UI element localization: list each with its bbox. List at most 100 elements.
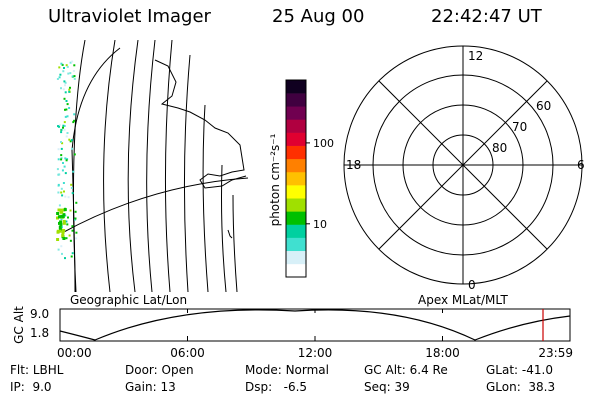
aurora-pixel: [56, 230, 60, 234]
info-glat-value: -41.0: [521, 363, 553, 377]
altitude-xtick-label: 18:00: [425, 346, 460, 360]
aurora-pixel: [58, 124, 61, 127]
aurora-pixel: [63, 190, 65, 193]
info-mode: Mode: Normal: [245, 363, 329, 377]
altitude-timeline: GC Alt 9.0 1.8 00:00 06:00 12:00 18:00 23:59: [12, 306, 573, 360]
mlat-label-60: 60: [536, 99, 551, 113]
aurora-pixel: [60, 158, 63, 161]
aurora-pixel: [66, 223, 69, 226]
instrument-title: Ultraviolet Imager: [48, 6, 211, 27]
aurora-pixel: [64, 91, 67, 94]
aurora-pixel: [56, 78, 59, 80]
altitude-xtick-label: 12:00: [298, 346, 333, 360]
info-gc-alt: GC Alt: 6.4 Re: [364, 363, 448, 377]
aurora-pixel: [64, 115, 67, 118]
aurora-pixel: [61, 63, 64, 66]
aurora-pixel: [70, 139, 73, 142]
altitude-xtick-label: 23:59: [538, 346, 573, 360]
aurora-pixel: [65, 135, 68, 138]
info-glat-label: GLat:: [486, 363, 519, 377]
aurora-pixel: [69, 140, 72, 143]
aurora-pixel: [66, 103, 69, 106]
aurora-pixel: [68, 88, 71, 91]
aurora-pixel: [64, 195, 67, 198]
info-flt-value: LBHL: [32, 363, 64, 377]
aurora-pixel: [66, 115, 69, 118]
info-ip-label: IP:: [10, 380, 25, 394]
aurora-pixel: [62, 237, 66, 240]
aurora-pixel: [57, 248, 60, 251]
aurora-pixel: [60, 208, 63, 211]
aurora-pixel: [65, 237, 68, 240]
aurora-pixel: [60, 87, 62, 90]
aurora-pixel: [60, 62, 63, 65]
aurora-pixel: [65, 100, 68, 102]
observation-time: 22:42:47 UT: [431, 6, 542, 27]
info-glon-label: GLon:: [486, 380, 521, 394]
colorbar-cell: [286, 211, 306, 225]
aurora-pixel: [57, 183, 60, 186]
aurora-pixel: [61, 231, 65, 235]
aurora-pixel: [63, 128, 66, 131]
aurora-pixel: [57, 148, 60, 151]
aurora-pixel: [69, 61, 72, 64]
aurora-pixel: [57, 208, 61, 212]
aurora-pixel: [57, 191, 60, 194]
aurora-pixel: [67, 72, 70, 75]
aurora-pixel: [64, 157, 67, 160]
aurora-pixel: [70, 183, 73, 186]
colorbar-cell: [286, 145, 306, 160]
aurora-pixel: [61, 142, 64, 145]
colorbar-cell: [286, 106, 306, 120]
aurora-pixel: [71, 229, 74, 232]
aurora-pixel: [57, 215, 61, 219]
aurora-pixels: [56, 60, 78, 260]
aurora-pixel: [60, 218, 63, 221]
info-gc-alt-value: 6.4 Re: [409, 363, 448, 377]
aurora-pixel: [69, 209, 72, 212]
aurora-pixel: [72, 170, 75, 173]
info-dsp: Dsp: -6.5: [245, 380, 307, 394]
aurora-pixel: [60, 141, 62, 143]
aurora-pixel: [69, 86, 71, 89]
info-door-value: Open: [161, 363, 194, 377]
geo-caption: Geographic Lat/Lon: [70, 293, 188, 307]
aurora-pixel: [63, 80, 66, 83]
aurora-pixel: [73, 119, 76, 122]
colorbar-cell: [286, 198, 306, 212]
aurora-pixel: [58, 66, 61, 69]
aurora-pixel: [56, 212, 60, 215]
aurora-pixel: [60, 191, 63, 194]
aurora-pixel: [67, 216, 69, 219]
aurora-pixel: [62, 221, 66, 225]
aurora-pixel: [62, 213, 66, 217]
colorbar: 100 10 photon cm⁻²s⁻¹: [268, 79, 334, 278]
info-seq: Seq: 39: [364, 380, 410, 394]
aurora-pixel: [60, 157, 63, 159]
aurora-pixel: [75, 237, 78, 240]
aurora-pixel: [59, 73, 62, 76]
aurora-pixel: [75, 231, 78, 234]
aurora-pixel: [59, 222, 63, 226]
colorbar-cell: [286, 237, 306, 252]
colorbar-cell: [286, 158, 306, 173]
aurora-pixel: [69, 239, 72, 242]
aurora-pixel: [58, 125, 60, 128]
aurora-pixel: [63, 67, 65, 69]
polar-diagonal-line-2: [378, 80, 548, 250]
aurora-pixel: [58, 76, 61, 79]
mlt-label-0: 0: [468, 278, 476, 292]
polar-mlat-mlt-plot: [343, 45, 583, 285]
aurora-pixel: [65, 159, 68, 162]
aurora-pixel: [60, 245, 63, 248]
coastline: [154, 59, 247, 239]
aurora-pixel: [60, 187, 63, 190]
info-seq-label: Seq:: [364, 380, 391, 394]
aurora-pixel: [73, 64, 76, 67]
aurora-pixel: [65, 220, 68, 223]
aurora-pixel: [62, 88, 65, 91]
aurora-pixel: [61, 234, 65, 238]
aurora-pixel: [64, 108, 66, 111]
aurora-pixel: [62, 124, 65, 127]
